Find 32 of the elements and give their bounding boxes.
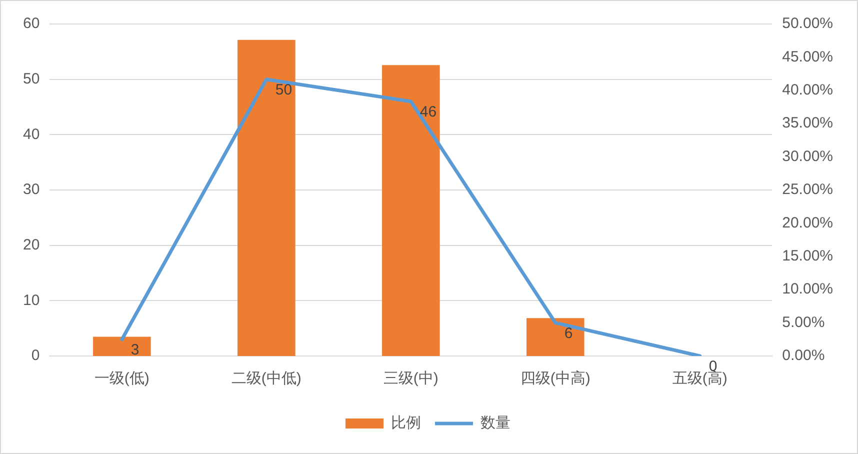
legend-label: 数量 — [480, 414, 510, 432]
x-tick-label: 三级(中) — [383, 370, 438, 388]
y2-tick-label: 15.00% — [782, 248, 833, 265]
x-tick-label: 一级(低) — [94, 370, 150, 388]
data-label: 6 — [564, 324, 573, 342]
y2-tick-label: 25.00% — [782, 181, 833, 198]
y2-tick-label: 30.00% — [782, 148, 833, 165]
x-tick-label: 二级(中低) — [231, 370, 302, 388]
y-tick-label: 60 — [22, 15, 40, 32]
y-tick-label: 50 — [22, 70, 40, 88]
y2-tick-label: 0.00% — [782, 347, 825, 364]
y2-tick-label: 45.00% — [782, 48, 833, 66]
bar — [238, 40, 296, 356]
y-tick-label: 10 — [22, 292, 40, 309]
y2-tick-label: 50.00% — [782, 15, 833, 32]
bar — [382, 65, 440, 356]
y2-tick-label: 5.00% — [782, 314, 825, 331]
y-tick-label: 20 — [22, 236, 40, 254]
data-label: 3 — [130, 342, 140, 359]
data-label: 50 — [275, 81, 292, 98]
bar — [526, 318, 584, 356]
y-tick-label: 30 — [22, 181, 40, 198]
legend-label: 比例 — [391, 414, 421, 432]
y-tick-label: 0 — [31, 347, 40, 364]
x-tick-label: 四级(中高) — [520, 370, 590, 388]
y2-tick-label: 35.00% — [782, 114, 833, 132]
data-label: 46 — [420, 104, 437, 121]
y2-tick-label: 10.00% — [782, 280, 833, 298]
bar — [93, 336, 151, 356]
y2-tick-label: 20.00% — [782, 214, 833, 232]
y-tick-label: 40 — [22, 126, 40, 143]
y2-tick-label: 40.00% — [782, 82, 833, 99]
